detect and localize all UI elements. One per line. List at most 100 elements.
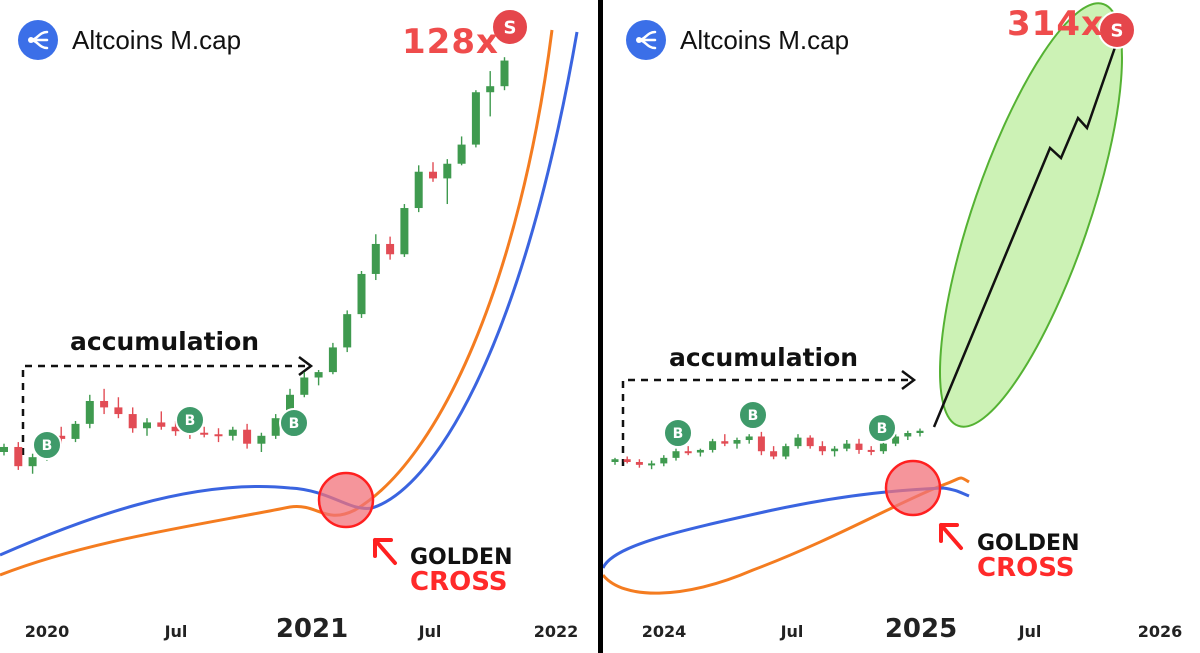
buy-badge-circle bbox=[32, 430, 62, 460]
x-tick: Jul bbox=[418, 622, 442, 641]
candle-down bbox=[14, 446, 23, 467]
projection-path bbox=[932, 29, 1123, 428]
candle-down bbox=[757, 436, 765, 452]
x-tick: Jul bbox=[1018, 622, 1042, 641]
brand: Altcoins M.cap bbox=[626, 20, 849, 60]
buy-badge-text: B bbox=[673, 426, 684, 442]
candle-up bbox=[471, 92, 480, 145]
sell-badge-circle bbox=[1098, 11, 1136, 49]
x-tick: Jul bbox=[164, 622, 188, 641]
candle-up bbox=[71, 423, 80, 439]
candle-down bbox=[818, 446, 826, 452]
buy-badge-text: B bbox=[289, 416, 300, 432]
candle-down bbox=[157, 422, 166, 427]
candle-up bbox=[831, 448, 839, 452]
candle-up bbox=[28, 457, 37, 467]
candle-down bbox=[114, 407, 123, 415]
candle-up bbox=[892, 436, 900, 444]
candle-up bbox=[343, 314, 352, 348]
accumulation-label: accumulation bbox=[70, 327, 260, 356]
accumulation-arrowhead bbox=[298, 356, 314, 376]
candle-down bbox=[855, 443, 863, 450]
candle-down bbox=[214, 434, 223, 437]
buy-badge: B bbox=[663, 418, 693, 448]
accumulation-arrow bbox=[621, 378, 910, 466]
candle-up bbox=[733, 440, 741, 444]
candle-up bbox=[782, 446, 790, 457]
candle-up bbox=[357, 273, 366, 315]
candle-up bbox=[745, 436, 753, 441]
buy-badge-text: B bbox=[748, 408, 759, 424]
sell-badge-text: S bbox=[504, 17, 517, 38]
x-tick: 2020 bbox=[24, 622, 70, 641]
buy-badge-circle bbox=[663, 418, 693, 448]
sell-badge: S bbox=[491, 8, 529, 46]
golden-cross-circle bbox=[317, 471, 375, 529]
left-chart: B B B S bbox=[0, 8, 579, 577]
candle-down bbox=[684, 451, 692, 454]
candle-up bbox=[414, 171, 423, 209]
blue-moving-average bbox=[603, 486, 970, 569]
candle-down bbox=[770, 451, 778, 457]
candle-up bbox=[611, 459, 619, 462]
sell-badge: S bbox=[1098, 11, 1136, 49]
candle-up bbox=[696, 449, 704, 453]
candle-down bbox=[623, 459, 631, 462]
candle-down bbox=[721, 441, 729, 444]
brand-name: Altcoins M.cap bbox=[680, 24, 850, 55]
candle-up bbox=[672, 451, 680, 458]
orange-moving-average bbox=[0, 29, 554, 577]
candle-up bbox=[286, 394, 294, 419]
candle-down bbox=[100, 400, 109, 408]
cross-word: CROSS bbox=[410, 567, 508, 598]
candle-down bbox=[200, 432, 209, 435]
candle-down bbox=[429, 171, 437, 179]
buy-badge: B bbox=[867, 413, 897, 443]
buy-badge-circle bbox=[175, 405, 205, 435]
sell-badge-text: S bbox=[1111, 20, 1124, 41]
candle-down bbox=[867, 449, 875, 452]
candle-up bbox=[457, 144, 466, 164]
left-panel: B B B S Altcoins M.cap 128x accumulation GO… bbox=[0, 0, 598, 653]
buy-badge: B bbox=[32, 430, 62, 460]
candle-down bbox=[57, 435, 66, 439]
projection-ellipse bbox=[939, 2, 1123, 428]
x-tick: 2025 bbox=[884, 614, 958, 644]
candle-up bbox=[916, 430, 924, 434]
accumulation-arrow bbox=[21, 364, 307, 455]
sell-badge-circle bbox=[491, 8, 529, 46]
candle-up bbox=[328, 347, 337, 373]
golden-cross-circle bbox=[884, 459, 942, 517]
candle-up bbox=[794, 437, 802, 447]
candle-up bbox=[709, 441, 717, 450]
candle-up bbox=[300, 377, 309, 395]
x-tick: 2026 bbox=[1137, 622, 1183, 641]
candle-up bbox=[371, 243, 380, 274]
cross-word: CROSS bbox=[977, 553, 1075, 584]
golden-cross-label: GOLDEN CROSS bbox=[977, 532, 1079, 582]
x-tick: 2024 bbox=[641, 622, 687, 641]
brand-logo-icon bbox=[626, 20, 666, 60]
candle-down bbox=[635, 462, 643, 465]
golden-word: GOLDEN bbox=[410, 545, 513, 570]
candle-up bbox=[85, 400, 94, 424]
x-tick: 2021 bbox=[275, 614, 349, 644]
accumulation-label: accumulation bbox=[669, 343, 859, 372]
brand-logo-icon bbox=[18, 20, 58, 60]
buy-badge-text: B bbox=[42, 438, 53, 454]
x-tick: Jul bbox=[780, 622, 804, 641]
candle-down bbox=[386, 243, 395, 255]
panel-divider bbox=[598, 0, 603, 653]
golden-cross-arrow bbox=[373, 538, 397, 565]
multiplier-label: 314x bbox=[1007, 4, 1104, 44]
orange-moving-average bbox=[603, 476, 970, 595]
buy-badge-text: B bbox=[185, 413, 196, 429]
buy-badge-text: B bbox=[877, 421, 888, 437]
candle-up bbox=[500, 60, 509, 87]
buy-badge: B bbox=[738, 400, 768, 430]
brand-name: Altcoins M.cap bbox=[72, 24, 242, 55]
right-panel: B B B S Altcoins M.cap 314x accumulation GO… bbox=[603, 0, 1200, 653]
candle-up bbox=[271, 418, 280, 436]
candle-up bbox=[314, 372, 323, 378]
candle-up bbox=[843, 443, 851, 449]
